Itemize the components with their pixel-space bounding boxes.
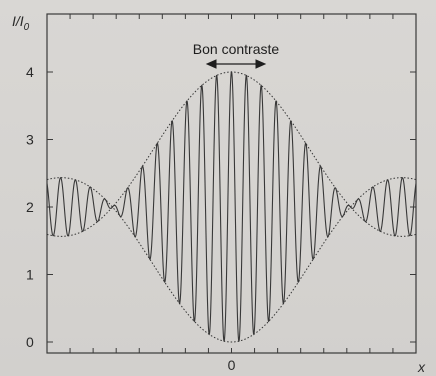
- y-axis-title-main: I/I: [12, 13, 24, 29]
- plot-frame: [46, 13, 417, 354]
- y-tick-label: 1: [26, 267, 34, 283]
- interference-curve: [46, 70, 417, 342]
- y-axis-title-subscript: 0: [24, 22, 30, 33]
- annotation-label: Bon contraste: [193, 41, 280, 57]
- y-tick-label: 4: [26, 64, 34, 80]
- y-tick-label: 3: [26, 132, 34, 148]
- x-tick-label: 0: [228, 357, 236, 373]
- tick-labels: 0 1 2 3 4 0: [26, 64, 236, 373]
- y-tick-label: 2: [26, 199, 34, 215]
- y-tick-label: 0: [26, 334, 34, 350]
- x-axis-title: x: [417, 359, 426, 375]
- envelope-lower: [46, 206, 417, 343]
- envelope-upper: [46, 71, 417, 208]
- y-axis-title: I/I0: [12, 13, 30, 33]
- curves: [46, 70, 417, 343]
- ticks: [47, 14, 416, 353]
- annotation-arrow: [205, 59, 267, 69]
